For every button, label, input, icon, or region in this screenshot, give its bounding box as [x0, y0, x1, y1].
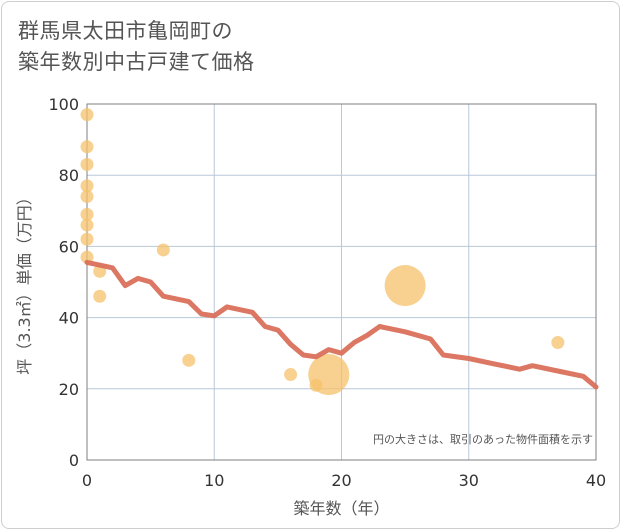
y-tick-label: 40	[59, 309, 79, 328]
y-axis-label: 坪（3.3㎡）単価（万円）	[15, 189, 34, 374]
x-tick-label: 30	[459, 471, 479, 490]
bubble-point	[80, 207, 94, 221]
y-tick-label: 60	[59, 237, 79, 256]
x-axis-label: 築年数（年）	[293, 499, 389, 518]
chart-title-line-2: 築年数別中古戸建て価格	[18, 50, 255, 74]
bubble-point	[93, 289, 107, 303]
chart-title: 群馬県太田市亀岡町の 築年数別中古戸建て価格	[18, 16, 255, 78]
grid-lines	[87, 104, 596, 460]
bubble-point	[284, 368, 298, 382]
y-tick-label: 80	[59, 166, 79, 185]
axis-ticks: 0 10 20 30 40 0 20 40 60 80 100	[48, 95, 606, 490]
trend-line	[84, 259, 599, 390]
bubble-point	[80, 158, 94, 172]
bubble-point	[384, 265, 426, 307]
bubble-point	[80, 179, 94, 193]
bubble-point	[182, 353, 196, 367]
bubble-size-note: 円の大きさは、取引のあった物件面積を示す	[373, 432, 593, 446]
chart-title-line-1: 群馬県太田市亀岡町の	[18, 19, 233, 43]
bubble-point	[80, 108, 94, 122]
y-tick-label: 100	[48, 95, 79, 114]
x-tick-label: 0	[82, 471, 92, 490]
bubble-point	[156, 243, 170, 257]
y-tick-label: 20	[59, 380, 79, 399]
bubble-point	[80, 250, 94, 264]
bubble-point	[551, 336, 565, 350]
bubble-series	[80, 108, 565, 396]
bubble-point	[80, 140, 94, 154]
x-tick-label: 20	[331, 471, 351, 490]
x-tick-label: 10	[204, 471, 224, 490]
x-tick-label: 40	[586, 471, 606, 490]
bubble-point	[80, 232, 94, 246]
trend-line-series	[84, 259, 599, 390]
bubble-point	[308, 354, 350, 396]
bubble-point	[80, 218, 94, 232]
y-tick-label: 0	[69, 451, 79, 470]
plot-border	[86, 103, 597, 461]
bubble-point	[80, 190, 94, 204]
